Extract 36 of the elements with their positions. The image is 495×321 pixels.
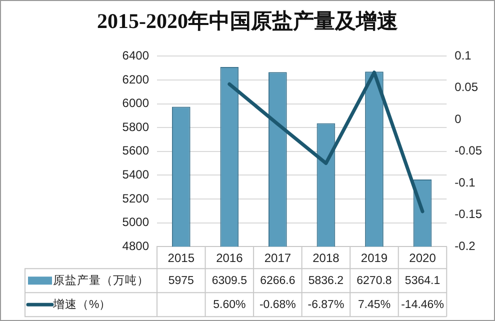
- y-tick-label: 6000: [122, 96, 150, 110]
- y-tick-label: 5600: [122, 144, 150, 158]
- data-label: 5.60%: [213, 298, 246, 311]
- chart-title: 2015-2020年中国原盐产量及增速: [96, 8, 399, 35]
- y-tick-label: 4800: [122, 238, 150, 253]
- data-label: -14.46%: [401, 298, 444, 311]
- y2-tick-label: -0.05: [454, 144, 482, 158]
- y2-tick-label: -0.1: [454, 175, 476, 190]
- data-label: 7.45%: [358, 298, 391, 311]
- x-tick-label: 2019: [360, 251, 388, 266]
- legend-label: 原盐产量（万吨）: [53, 272, 149, 287]
- data-label: 5836.2: [308, 274, 344, 287]
- x-tick-label: 2017: [264, 251, 292, 266]
- y2-tick-label: -0.2: [454, 238, 476, 253]
- y2-tick-label: 0: [454, 112, 462, 126]
- data-label: 6266.6: [260, 274, 296, 287]
- data-label: 5975: [168, 274, 194, 287]
- y2-tick-label: 0.1: [454, 48, 472, 63]
- data-label: -6.87%: [308, 298, 344, 311]
- legend-label: 增速（%）: [52, 298, 112, 311]
- data-label: 5364.1: [404, 274, 440, 287]
- y-tick-label: 5400: [122, 168, 150, 182]
- y2-tick-label: -0.15: [454, 207, 482, 222]
- x-tick-label: 2015: [168, 251, 195, 266]
- y-tick-label: 6400: [122, 48, 150, 63]
- data-label: -0.68%: [259, 298, 296, 311]
- data-label: 6309.5: [212, 274, 248, 287]
- y-tick-label: 5200: [122, 191, 150, 206]
- data-label: 6270.8: [356, 274, 392, 287]
- y-tick-label: 6200: [122, 72, 150, 86]
- x-tick-label: 2018: [312, 251, 340, 266]
- x-tick-label: 2020: [409, 251, 436, 266]
- x-tick-label: 2016: [216, 251, 244, 266]
- y2-tick-label: 0.05: [454, 80, 478, 94]
- y-tick-label: 5800: [122, 120, 150, 134]
- y-tick-label: 5000: [122, 215, 150, 230]
